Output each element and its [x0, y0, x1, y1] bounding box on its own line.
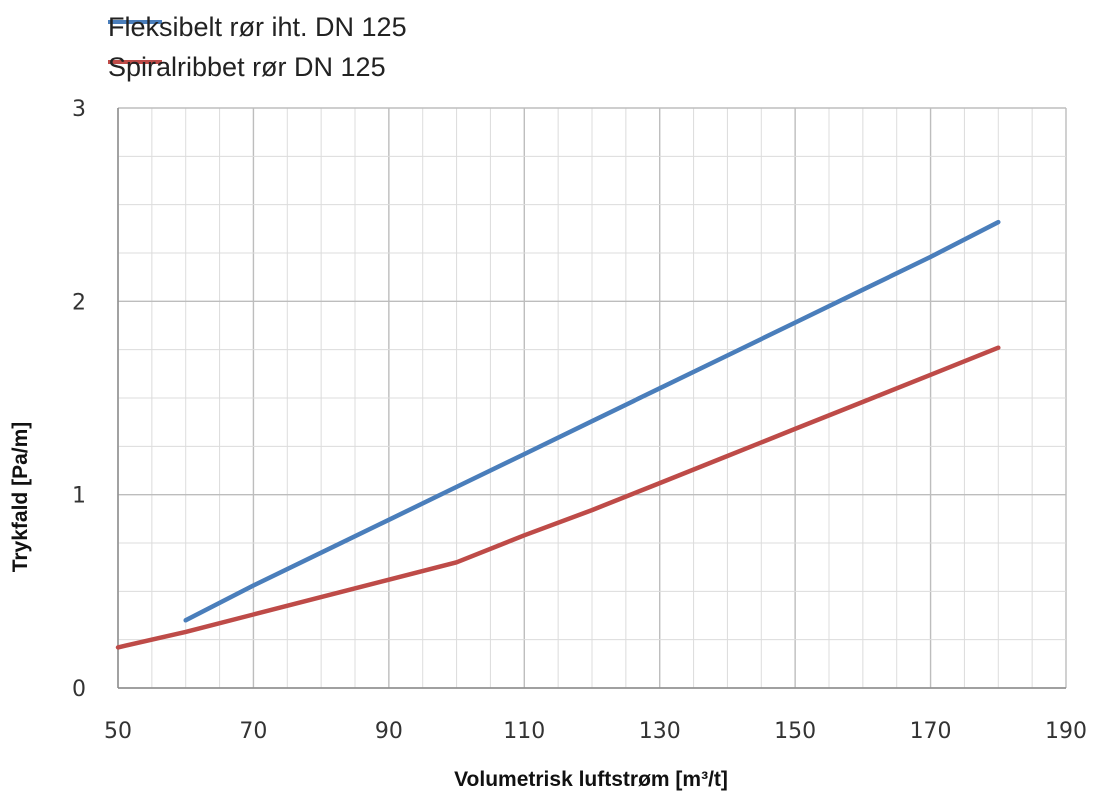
y-tick-label: 0 — [72, 677, 86, 702]
x-tick-label: 110 — [503, 719, 545, 744]
x-tick-label: 150 — [774, 719, 816, 744]
legend: Fleksibelt rør iht. DN 125 Spiralribbet … — [108, 12, 407, 82]
x-tick-label: 50 — [104, 719, 132, 744]
y-tick-label: 3 — [72, 97, 86, 122]
x-tick-label: 190 — [1045, 719, 1087, 744]
series-line-fleksibelt — [183, 219, 1001, 623]
series-lines — [115, 219, 1001, 650]
y-axis-ticks: 0 1 2 3 — [72, 97, 86, 702]
series-line-spiralribbet — [115, 345, 1001, 650]
x-axis-ticks: 50 70 90 110 130 150 170 190 — [104, 719, 1087, 744]
x-axis-title: Volumetrisk luftstrøm [m³/t] — [454, 768, 728, 791]
legend-label-fleksibelt: Fleksibelt rør iht. DN 125 — [108, 12, 407, 42]
y-tick-label: 2 — [72, 290, 86, 315]
legend-label-spiralribbet: Spiralribbet rør DN 125 — [108, 52, 386, 82]
grid-lines — [117, 107, 1067, 689]
y-axis-title: Trykfald [Pa/m] — [9, 422, 32, 573]
x-tick-label: 70 — [239, 719, 267, 744]
x-tick-label: 170 — [910, 719, 952, 744]
y-tick-label: 1 — [72, 484, 86, 509]
x-tick-label: 130 — [639, 719, 681, 744]
x-tick-label: 90 — [375, 719, 403, 744]
